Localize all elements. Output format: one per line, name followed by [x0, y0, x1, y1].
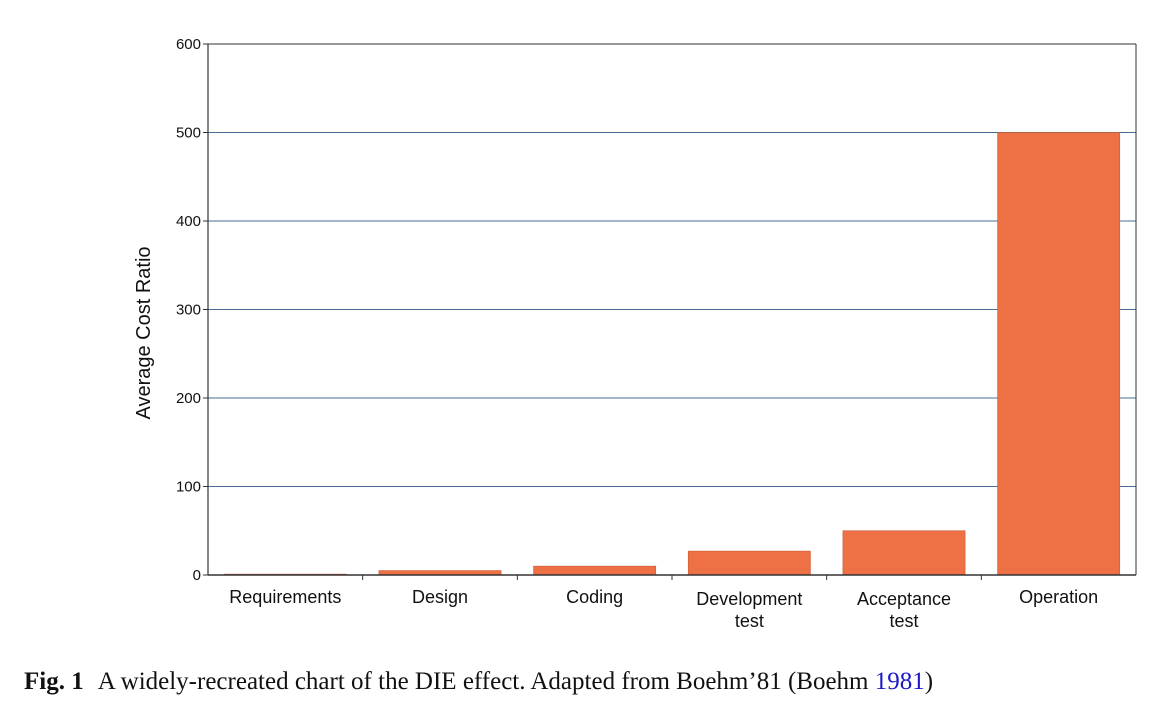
x-category-label: Design [412, 587, 468, 607]
bar-coding [533, 565, 657, 576]
y-tick-label: 600 [176, 36, 201, 53]
x-category-label: Coding [566, 587, 623, 607]
bar-operation [997, 132, 1121, 576]
axes [203, 43, 1137, 580]
y-tick-label: 100 [176, 479, 201, 496]
grid-lines [208, 132, 1136, 487]
bar-chart: 0 100 200 300 400 500 600 Requirements Design Co… [133, 36, 1137, 631]
y-tick-label: 200 [176, 390, 201, 407]
x-category-label: Acceptance test [857, 589, 951, 631]
caption-close: ) [924, 668, 934, 695]
y-tick-labels: 0 100 200 300 400 500 600 [176, 36, 201, 584]
bar-development-test [687, 550, 811, 576]
bars [223, 132, 1121, 576]
citation-year-link[interactable]: 1981 [874, 668, 925, 695]
figure-caption: Fig. 1 A widely-recreated chart of the DI… [24, 668, 1154, 696]
bar-acceptance-test [842, 530, 966, 576]
y-axis-title: Average Cost Ratio [133, 246, 155, 419]
y-tick-label: 400 [176, 213, 201, 230]
caption-text: A widely-recreated chart of the DIE effe… [97, 668, 875, 695]
y-tick-label: 500 [176, 125, 201, 142]
y-tick-label: 0 [193, 567, 201, 584]
figure-label: Fig. 1 [24, 668, 84, 695]
x-category-label: Development test [696, 589, 802, 631]
x-category-label: Requirements [229, 587, 341, 607]
y-tick-label: 300 [176, 302, 201, 319]
x-category-label: Operation [1019, 587, 1098, 607]
x-category-labels: Requirements Design Coding Development test A… [229, 587, 1098, 631]
